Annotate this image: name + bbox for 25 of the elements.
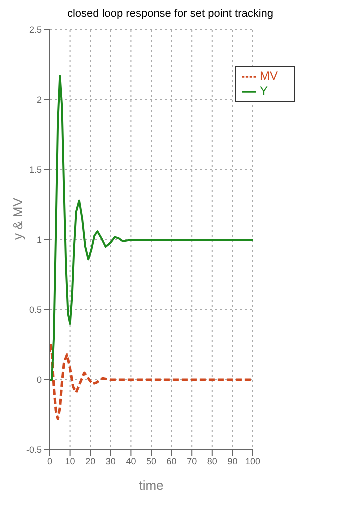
chart-title: closed loop response for set point tracking bbox=[66, 8, 275, 20]
line-series bbox=[50, 342, 253, 420]
x-tick-label: 80 bbox=[207, 456, 218, 466]
y-tick-label: 1.5 bbox=[29, 165, 42, 176]
y-tick-label: 0.5 bbox=[29, 305, 42, 316]
x-tick-label: 100 bbox=[245, 456, 261, 466]
line-series bbox=[50, 75, 253, 381]
x-tick-label: 90 bbox=[228, 456, 238, 466]
y-tick-label: 2.5 bbox=[29, 25, 42, 36]
x-tick-label: 50 bbox=[146, 456, 157, 466]
legend-label: MV bbox=[260, 69, 278, 83]
x-axis-title: time bbox=[139, 478, 164, 493]
y-tick-label: 0 bbox=[36, 375, 42, 386]
legend-label: Y bbox=[260, 84, 268, 98]
x-tick-label: 60 bbox=[166, 456, 177, 466]
y-tick-label: -0.5 bbox=[26, 445, 42, 456]
x-tick-label: 40 bbox=[126, 456, 136, 466]
x-tick-label: 20 bbox=[86, 456, 96, 466]
x-tick-label: 0 bbox=[47, 456, 53, 466]
y-tick-label: 1 bbox=[36, 235, 42, 246]
y-axis-title: y & MV bbox=[10, 198, 26, 240]
x-tick-label: 10 bbox=[65, 456, 76, 466]
x-tick-label: 70 bbox=[187, 456, 198, 466]
y-tick-label: 2 bbox=[36, 95, 42, 106]
x-tick-label: 30 bbox=[106, 456, 116, 466]
